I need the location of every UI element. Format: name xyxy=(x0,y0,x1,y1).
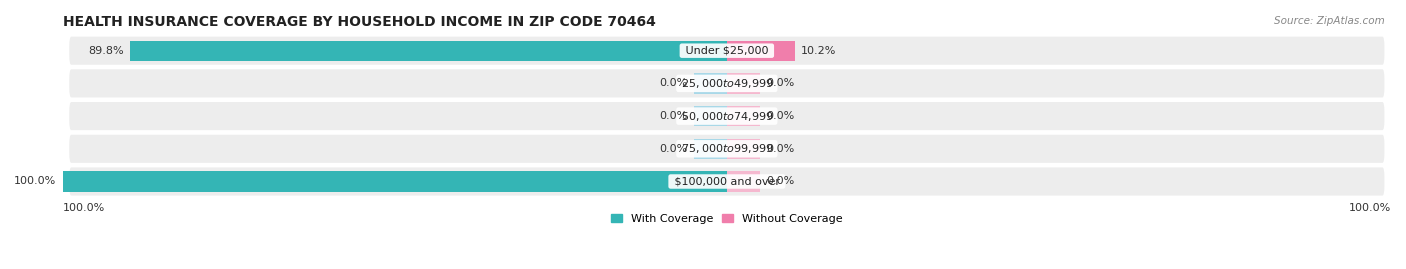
Bar xyxy=(727,41,794,61)
Text: Source: ZipAtlas.com: Source: ZipAtlas.com xyxy=(1274,16,1385,26)
Text: $100,000 and over: $100,000 and over xyxy=(671,176,783,186)
Bar xyxy=(727,73,761,94)
Text: HEALTH INSURANCE COVERAGE BY HOUSEHOLD INCOME IN ZIP CODE 70464: HEALTH INSURANCE COVERAGE BY HOUSEHOLD I… xyxy=(63,15,655,29)
Bar xyxy=(727,139,761,159)
Text: Under $25,000: Under $25,000 xyxy=(682,46,772,56)
Bar xyxy=(131,41,727,61)
Text: 89.8%: 89.8% xyxy=(89,46,124,56)
Text: 0.0%: 0.0% xyxy=(766,144,794,154)
Text: $50,000 to $74,999: $50,000 to $74,999 xyxy=(679,109,775,123)
Bar xyxy=(693,139,727,159)
Bar xyxy=(693,73,727,94)
Text: 0.0%: 0.0% xyxy=(659,78,688,89)
Text: 0.0%: 0.0% xyxy=(766,111,794,121)
Text: 0.0%: 0.0% xyxy=(766,176,794,186)
FancyBboxPatch shape xyxy=(69,167,1385,196)
FancyBboxPatch shape xyxy=(69,37,1385,65)
Legend: With Coverage, Without Coverage: With Coverage, Without Coverage xyxy=(606,209,848,228)
Bar xyxy=(693,106,727,126)
FancyBboxPatch shape xyxy=(69,69,1385,97)
Text: 100.0%: 100.0% xyxy=(63,203,105,213)
FancyBboxPatch shape xyxy=(69,135,1385,163)
Text: 10.2%: 10.2% xyxy=(801,46,837,56)
Text: 0.0%: 0.0% xyxy=(659,111,688,121)
Text: 100.0%: 100.0% xyxy=(14,176,56,186)
Bar xyxy=(63,171,727,192)
Bar xyxy=(727,106,761,126)
Text: 0.0%: 0.0% xyxy=(659,144,688,154)
Text: 0.0%: 0.0% xyxy=(766,78,794,89)
Bar xyxy=(727,171,761,192)
FancyBboxPatch shape xyxy=(69,102,1385,130)
Text: $25,000 to $49,999: $25,000 to $49,999 xyxy=(679,77,775,90)
Text: $75,000 to $99,999: $75,000 to $99,999 xyxy=(679,142,775,155)
Text: 100.0%: 100.0% xyxy=(1348,203,1391,213)
